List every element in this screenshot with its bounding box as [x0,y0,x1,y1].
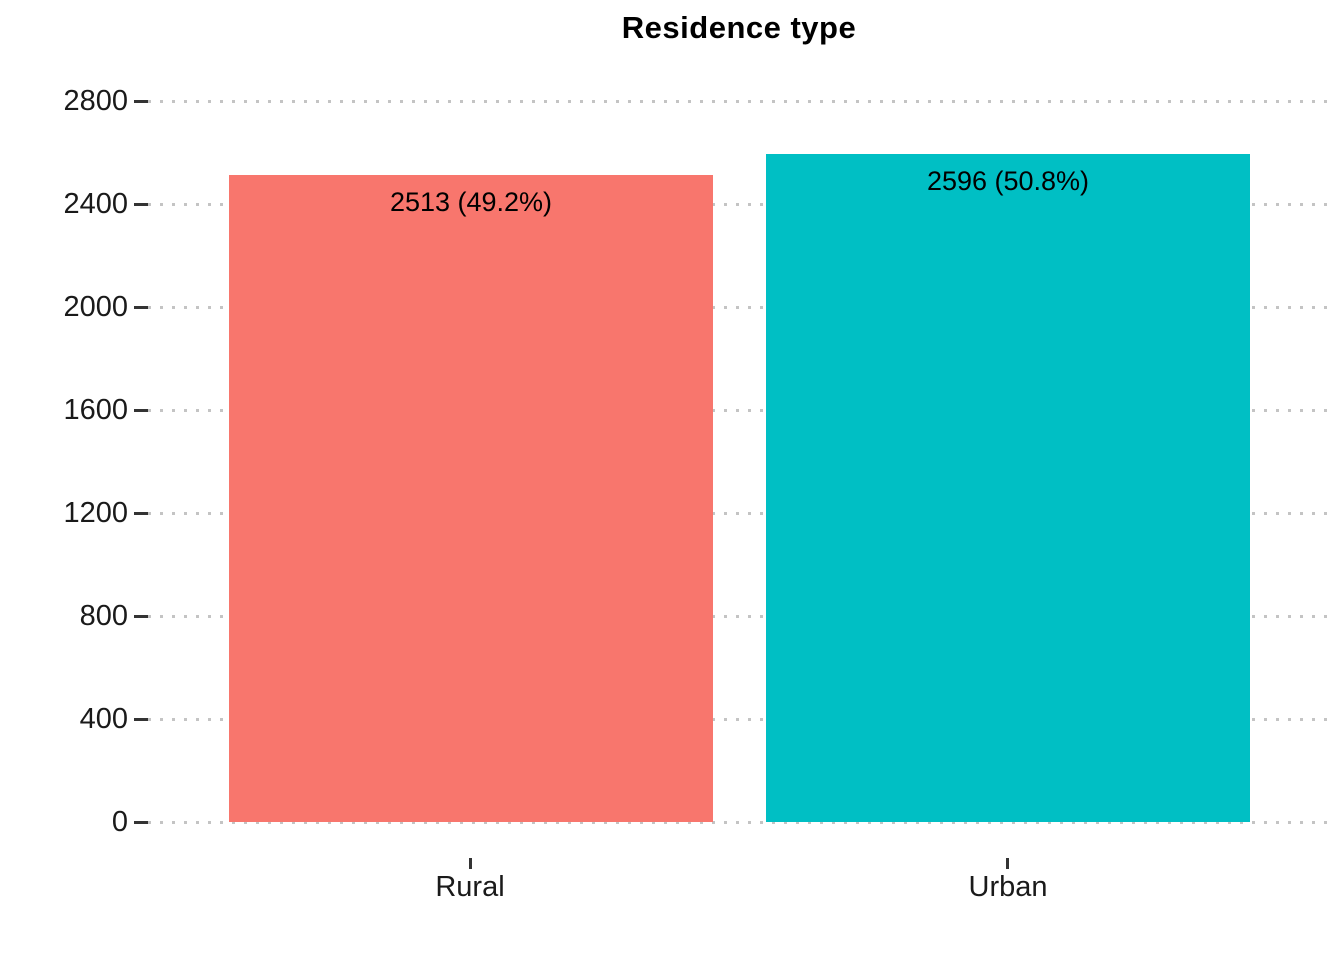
y-axis-tick [134,100,148,103]
y-axis-tick-label: 2400 [63,188,128,220]
x-axis-tick [469,858,472,869]
y-gridline [148,512,1330,515]
bar-value-label: 2513 (49.2%) [389,187,553,217]
y-gridline [148,821,1330,824]
y-axis-tick-label: 1200 [63,497,128,529]
x-axis-tick [1006,858,1009,869]
y-gridline [148,100,1330,103]
y-gridline [148,615,1330,618]
bar-rural [229,175,713,822]
y-axis-tick-label: 800 [79,600,128,632]
y-gridline [148,409,1330,412]
y-axis-tick [134,615,148,618]
y-axis-tick-label: 2800 [63,85,128,117]
x-axis-tick-label: Urban [968,871,1048,903]
bar-urban [766,154,1250,822]
y-gridline [148,306,1330,309]
x-axis-tick-label: Rural [435,871,505,903]
y-gridline [148,718,1330,721]
y-axis-tick-label: 1600 [63,394,128,426]
y-axis-tick-label: 400 [79,703,128,735]
y-axis-tick-label: 2000 [63,291,128,323]
y-axis-tick [134,409,148,412]
y-axis-tick [134,718,148,721]
chart-title: Residence type [621,10,857,45]
y-gridline [148,203,1330,206]
bar-value-label: 2596 (50.8%) [926,166,1090,196]
y-axis-tick [134,821,148,824]
y-axis-tick [134,203,148,206]
y-axis-tick-label: 0 [111,806,128,838]
y-axis-tick [134,306,148,309]
y-axis-tick [134,512,148,515]
